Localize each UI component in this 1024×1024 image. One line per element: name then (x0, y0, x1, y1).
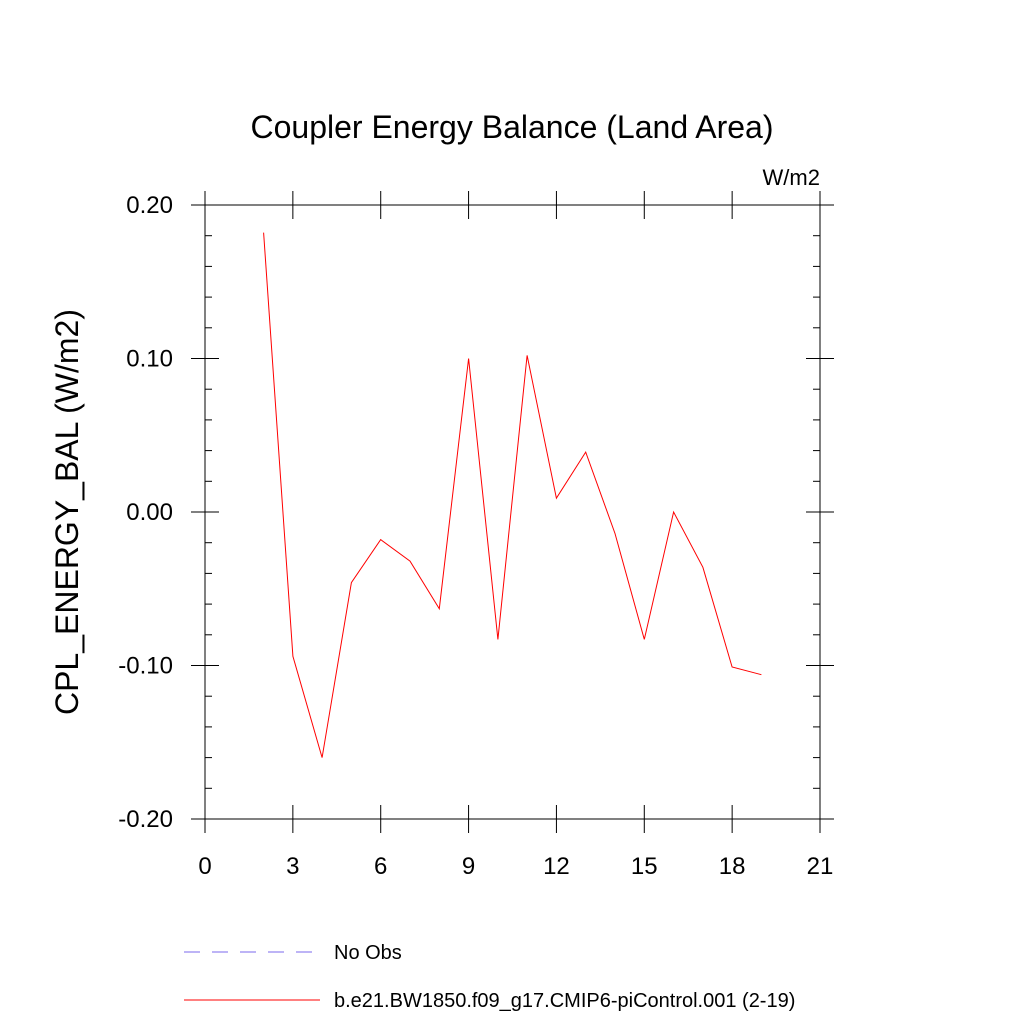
y-tick-label: -0.20 (118, 806, 173, 833)
x-tick-label: 15 (631, 853, 658, 880)
x-tick-label: 9 (462, 853, 475, 880)
axis-ticks: 0 3 6 9 12 15 18 21 0.20 0.10 0.00 -0.10 -0.20 (118, 191, 834, 880)
series-layer (263, 232, 762, 758)
y-tick-label: 0.00 (126, 499, 173, 526)
legend: No Obs b.e21.BW1850.f09_g17.CMIP6-piContr… (184, 942, 795, 1012)
x-tick-label: 18 (719, 853, 746, 880)
series-line (263, 232, 762, 758)
x-tick-label: 12 (543, 853, 570, 880)
y-tick-label: 0.20 (126, 192, 173, 219)
x-tick-label: 21 (807, 853, 834, 880)
x-tick-label: 6 (374, 853, 387, 880)
legend-label: No Obs (334, 942, 402, 964)
x-tick-label: 0 (198, 853, 211, 880)
chart-title: Coupler Energy Balance (Land Area) (251, 109, 774, 145)
legend-label: b.e21.BW1850.f09_g17.CMIP6-piControl.001… (334, 990, 795, 1012)
plot-frame (204, 204, 821, 820)
x-tick-label: 3 (286, 853, 299, 880)
units-label: W/m2 (763, 165, 820, 190)
y-tick-label: -0.10 (118, 653, 173, 680)
y-axis-label: CPL_ENERGY_BAL (W/m2) (49, 309, 85, 715)
y-tick-label: 0.10 (126, 346, 173, 373)
